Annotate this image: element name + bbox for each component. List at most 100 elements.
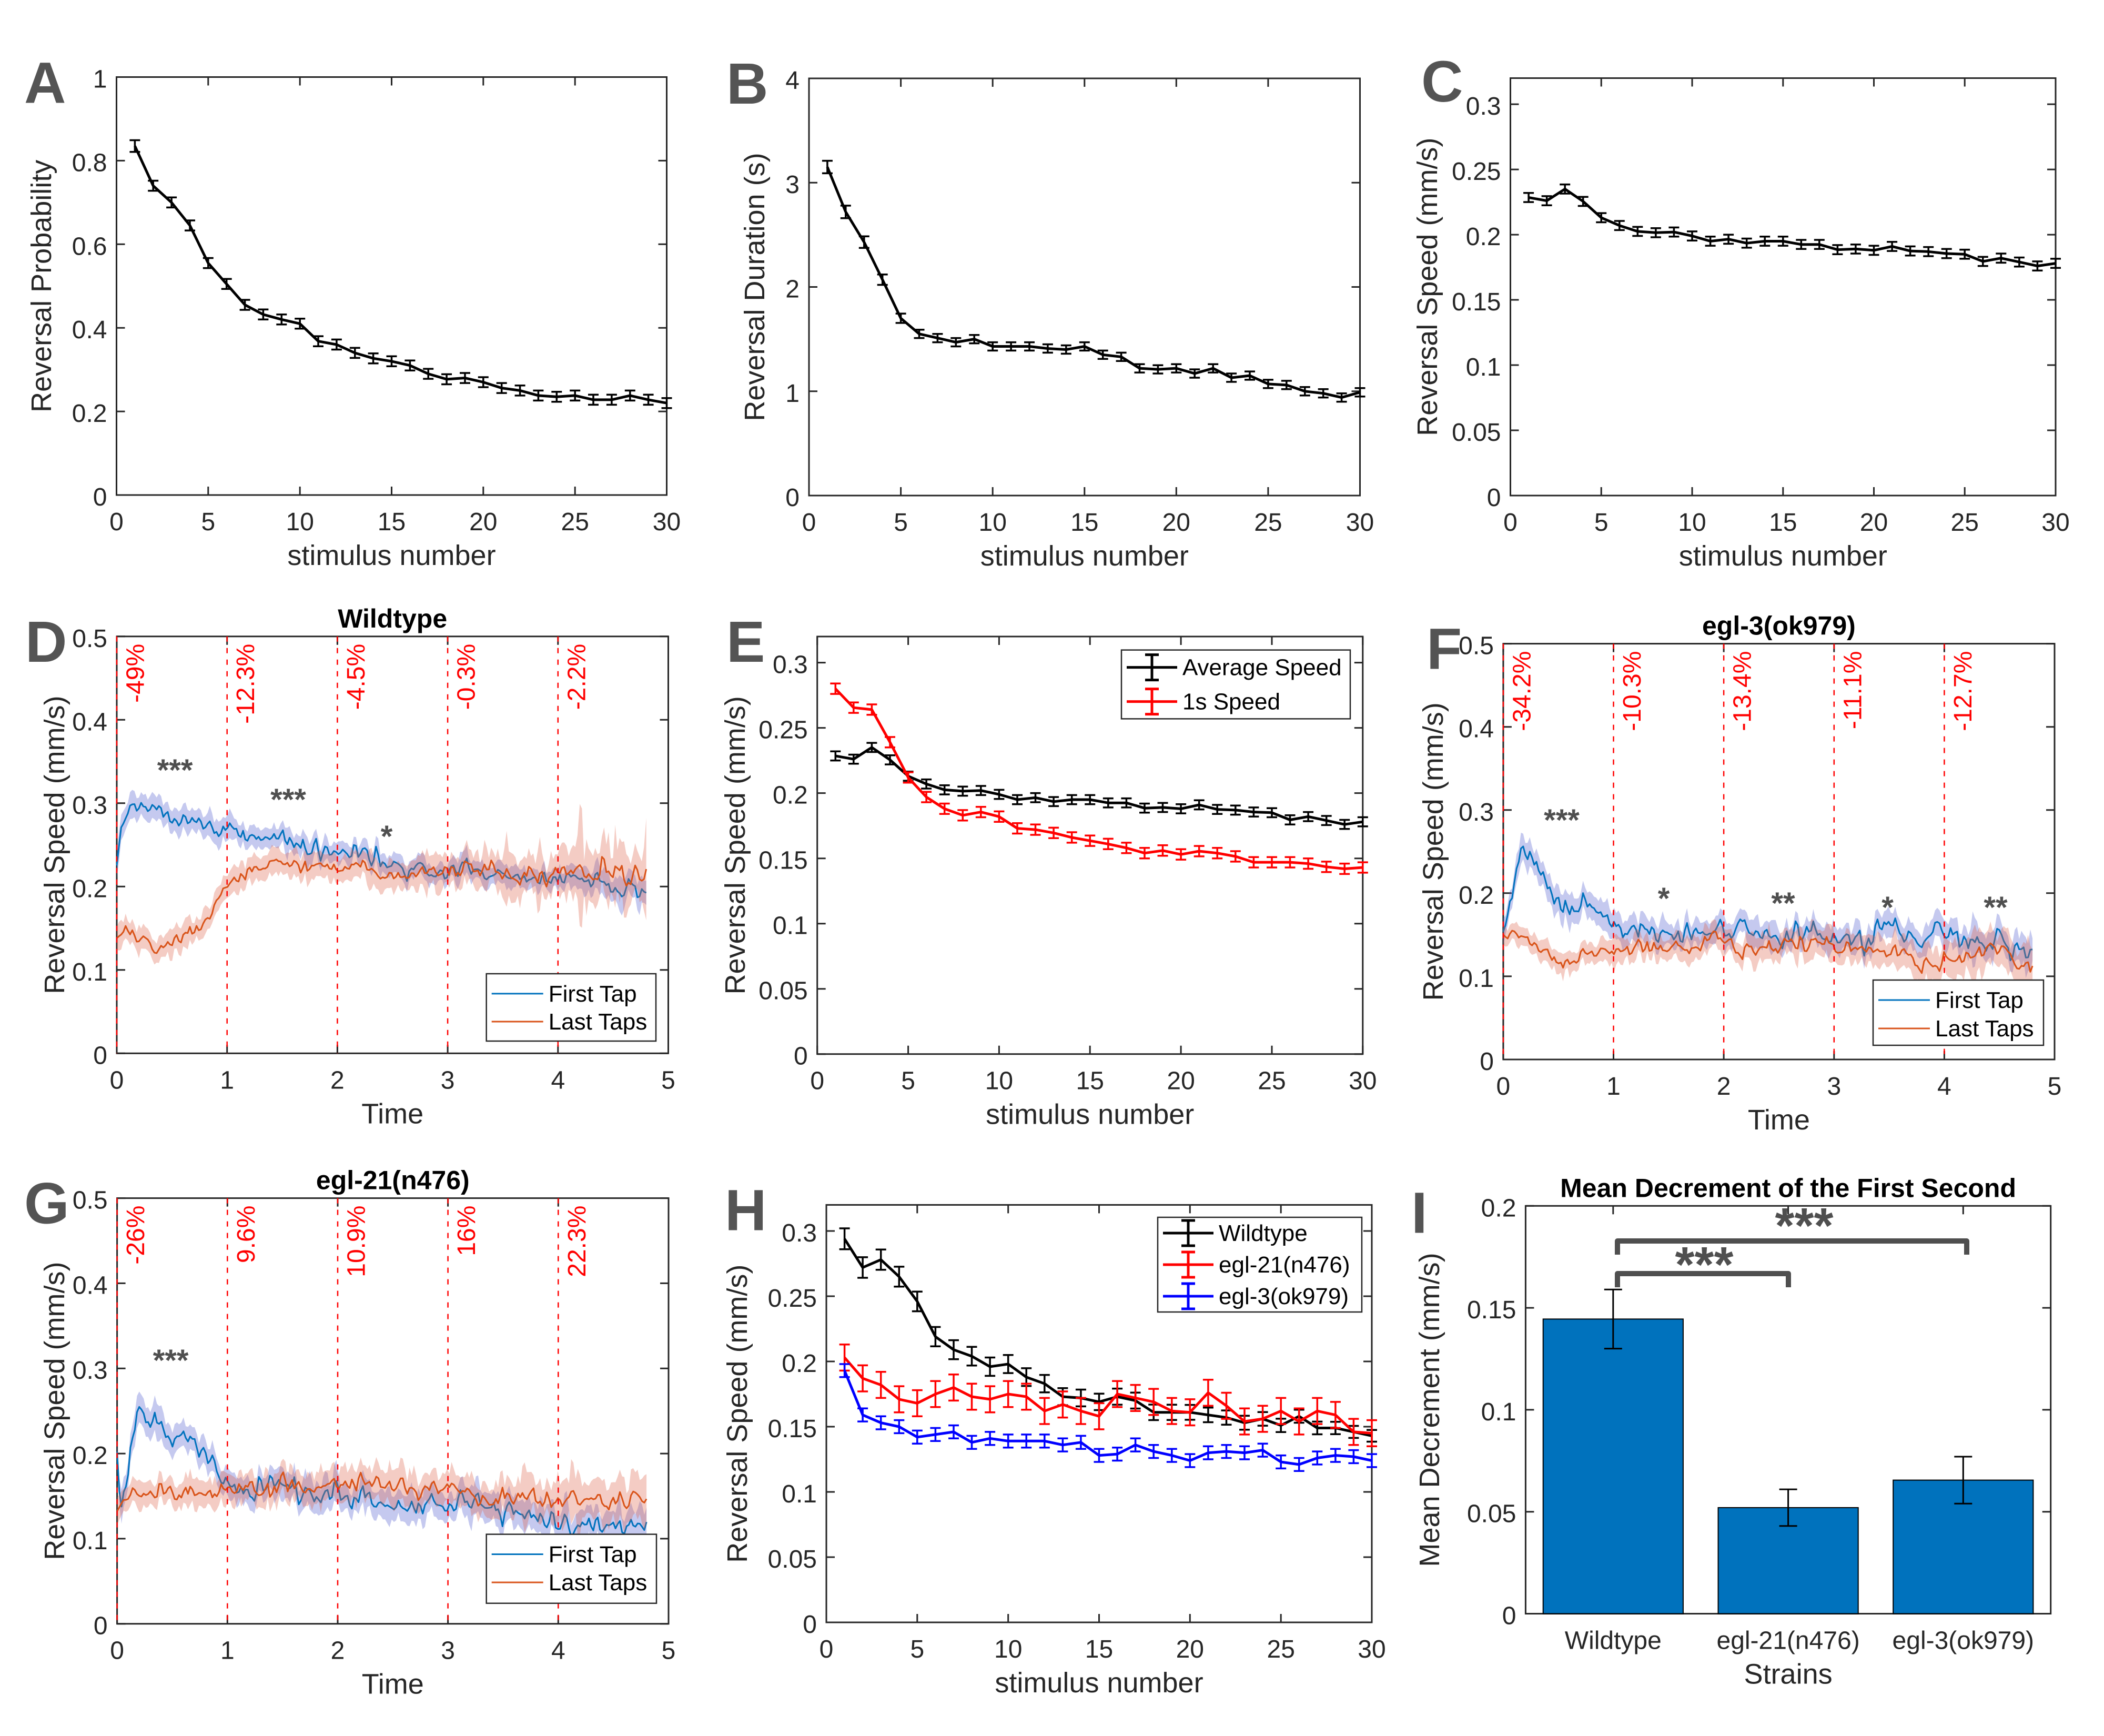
svg-text:25: 25	[1267, 1636, 1295, 1663]
svg-text:25: 25	[1254, 509, 1282, 537]
svg-text:B: B	[726, 52, 768, 116]
svg-text:-2.2%: -2.2%	[563, 644, 591, 710]
svg-text:Time: Time	[361, 1098, 423, 1129]
svg-text:0.05: 0.05	[768, 1546, 817, 1573]
svg-text:0: 0	[1496, 1073, 1511, 1101]
svg-text:0.1: 0.1	[72, 958, 107, 986]
svg-text:Time: Time	[362, 1669, 424, 1700]
svg-text:Reversal Speed (mm/s): Reversal Speed (mm/s)	[39, 695, 70, 994]
svg-text:E: E	[726, 610, 765, 674]
svg-text:10: 10	[286, 508, 314, 536]
svg-text:0.25: 0.25	[758, 716, 807, 744]
svg-text:0.1: 0.1	[1459, 965, 1494, 993]
svg-text:Mean Decrement (mm/s): Mean Decrement (mm/s)	[1414, 1253, 1445, 1567]
svg-text:1s Speed: 1s Speed	[1182, 689, 1280, 715]
svg-text:25: 25	[1258, 1067, 1286, 1095]
svg-text:0.25: 0.25	[768, 1285, 817, 1313]
svg-text:0.3: 0.3	[73, 1357, 108, 1385]
svg-text:***: ***	[1775, 1198, 1834, 1254]
svg-text:***: ***	[153, 1344, 189, 1378]
svg-text:egl-3(ok979): egl-3(ok979)	[1702, 611, 1856, 641]
svg-text:-49%: -49%	[122, 644, 150, 703]
svg-text:5: 5	[2048, 1073, 2062, 1101]
svg-text:0.1: 0.1	[1481, 1398, 1516, 1426]
svg-text:0.2: 0.2	[1466, 223, 1501, 251]
svg-text:Reversal Speed (mm/s): Reversal Speed (mm/s)	[720, 696, 751, 994]
svg-text:D: D	[25, 610, 67, 674]
svg-text:1: 1	[220, 1066, 234, 1094]
svg-text:30: 30	[1346, 509, 1374, 537]
svg-text:2: 2	[785, 276, 800, 304]
svg-text:0: 0	[802, 509, 816, 537]
svg-text:A: A	[24, 51, 66, 116]
svg-text:2: 2	[331, 1637, 345, 1665]
svg-text:0: 0	[820, 1636, 834, 1663]
svg-text:4: 4	[551, 1637, 565, 1665]
svg-text:I: I	[1411, 1181, 1428, 1246]
svg-text:Wildtype: Wildtype	[1565, 1627, 1662, 1655]
svg-text:First Tap: First Tap	[549, 1542, 637, 1568]
svg-text:Reversal Speed (mm/s): Reversal Speed (mm/s)	[1412, 138, 1443, 436]
svg-text:0.1: 0.1	[773, 912, 808, 940]
svg-text:0.3: 0.3	[782, 1219, 817, 1247]
svg-text:Time: Time	[1748, 1104, 1810, 1136]
svg-text:1: 1	[1606, 1073, 1621, 1101]
svg-text:0.3: 0.3	[773, 651, 808, 679]
svg-text:stimulus number: stimulus number	[986, 1099, 1194, 1131]
svg-text:***: ***	[1544, 803, 1580, 837]
svg-text:0.4: 0.4	[1459, 715, 1494, 743]
svg-text:5: 5	[662, 1637, 676, 1665]
svg-text:0.6: 0.6	[72, 233, 107, 260]
svg-text:H: H	[725, 1178, 766, 1243]
svg-text:stimulus number: stimulus number	[287, 540, 495, 571]
svg-text:9.6%: 9.6%	[232, 1206, 260, 1263]
svg-text:Wildtype: Wildtype	[1219, 1220, 1308, 1246]
svg-text:20: 20	[1167, 1067, 1195, 1095]
svg-text:15: 15	[1076, 1067, 1104, 1095]
svg-text:Last Taps: Last Taps	[549, 1009, 648, 1035]
svg-text:G: G	[24, 1172, 69, 1236]
svg-text:30: 30	[1358, 1636, 1385, 1663]
svg-text:16%: 16%	[453, 1206, 481, 1256]
svg-text:4: 4	[785, 67, 800, 95]
svg-text:egl-3(ok979): egl-3(ok979)	[1219, 1284, 1349, 1309]
svg-text:0.3: 0.3	[72, 792, 107, 820]
svg-text:2: 2	[1717, 1073, 1731, 1101]
svg-text:Reversal Duration (s): Reversal Duration (s)	[739, 153, 771, 421]
svg-text:Reversal Speed (mm/s): Reversal Speed (mm/s)	[39, 1262, 70, 1560]
svg-text:***: ***	[1675, 1237, 1734, 1293]
svg-text:0: 0	[1502, 1602, 1516, 1630]
svg-text:0.2: 0.2	[72, 875, 107, 903]
svg-text:stimulus number: stimulus number	[1679, 540, 1887, 572]
svg-text:5: 5	[901, 1067, 915, 1095]
svg-text:0.2: 0.2	[72, 400, 107, 428]
svg-text:0: 0	[785, 484, 800, 512]
svg-text:20: 20	[1162, 509, 1190, 537]
svg-text:0.5: 0.5	[73, 1187, 108, 1215]
svg-text:0: 0	[109, 508, 124, 536]
svg-text:0.2: 0.2	[782, 1350, 817, 1378]
svg-text:Strains: Strains	[1744, 1659, 1833, 1690]
svg-text:0: 0	[93, 1042, 107, 1069]
svg-text:**: **	[1771, 886, 1795, 921]
svg-text:1: 1	[93, 66, 107, 94]
svg-text:0.25: 0.25	[1452, 158, 1501, 186]
svg-text:First Tap: First Tap	[1935, 987, 2024, 1013]
svg-text:Reversal Probability: Reversal Probability	[26, 160, 57, 412]
svg-text:**: **	[1984, 891, 2008, 925]
svg-text:egl-21(n476): egl-21(n476)	[1219, 1252, 1350, 1278]
svg-text:Average Speed: Average Speed	[1182, 655, 1342, 681]
svg-text:-34.2%: -34.2%	[1508, 651, 1536, 731]
svg-text:0: 0	[810, 1067, 824, 1095]
svg-text:0.2: 0.2	[73, 1442, 108, 1470]
svg-text:0.1: 0.1	[782, 1480, 817, 1508]
svg-text:0: 0	[110, 1637, 124, 1665]
svg-text:0.15: 0.15	[758, 847, 807, 875]
svg-text:*: *	[1658, 882, 1670, 916]
svg-text:1: 1	[220, 1637, 235, 1665]
svg-text:0.1: 0.1	[1466, 354, 1501, 381]
svg-text:3: 3	[1827, 1073, 1841, 1101]
svg-text:10: 10	[1678, 509, 1706, 537]
svg-text:0.05: 0.05	[1467, 1500, 1516, 1528]
svg-text:0: 0	[794, 1043, 808, 1071]
